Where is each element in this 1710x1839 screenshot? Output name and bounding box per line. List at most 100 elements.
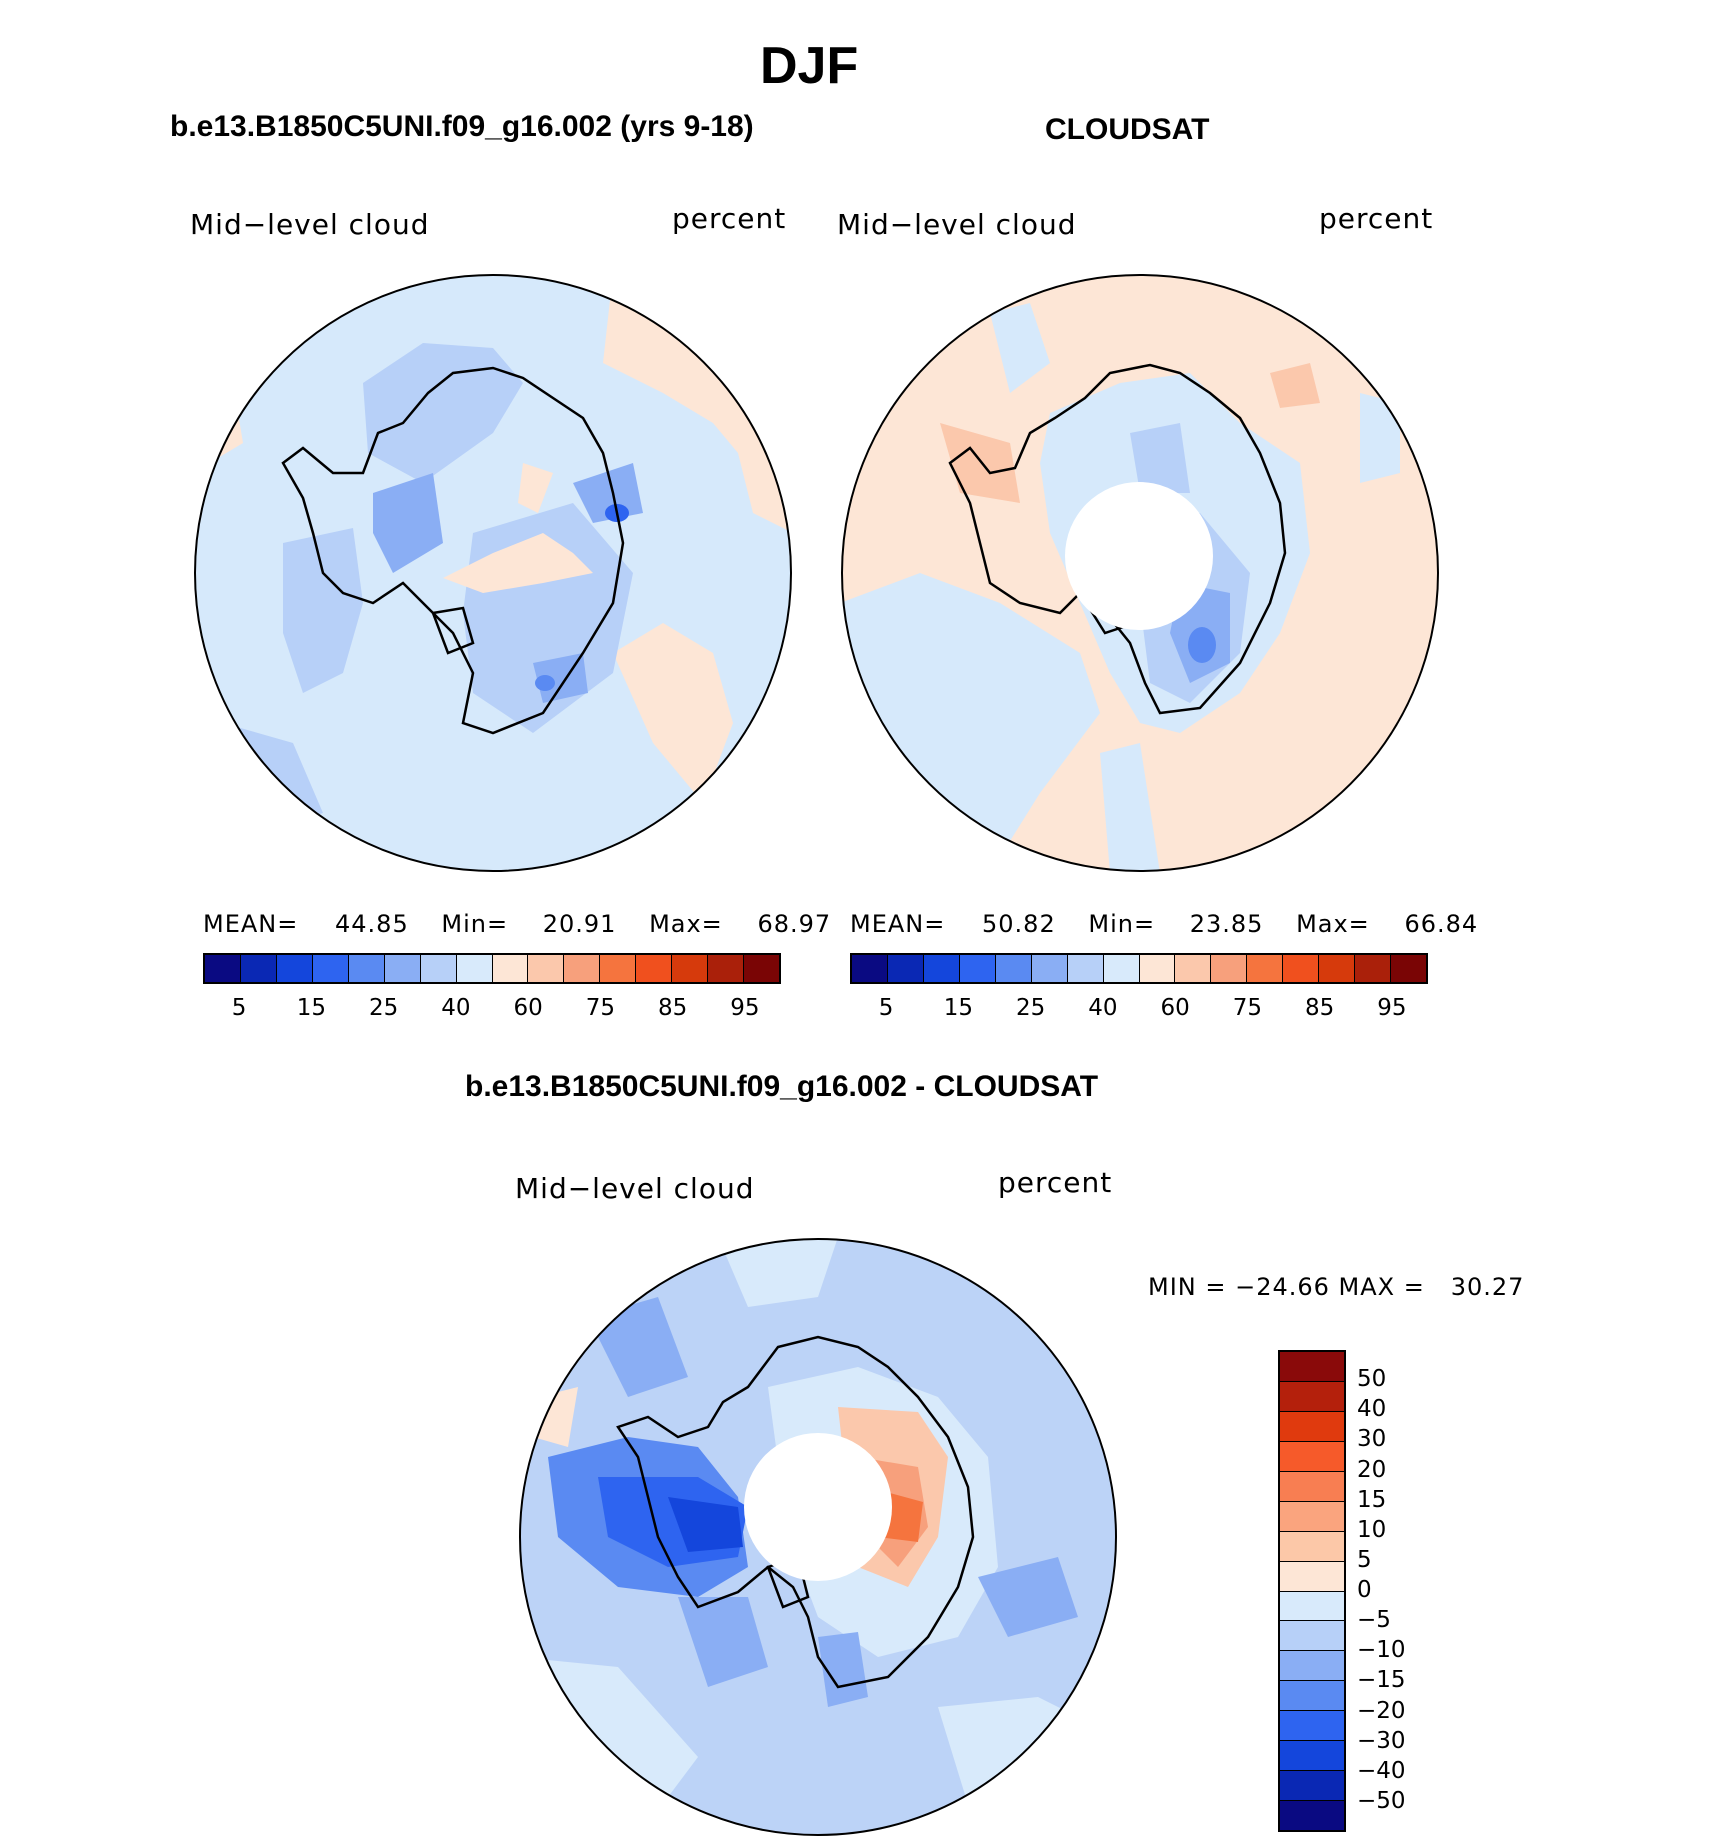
colorbar-tick-label: 40 — [441, 995, 471, 1021]
colorbar-swatch — [1280, 1380, 1344, 1411]
colorbar-tick-label: 15 — [1357, 1486, 1387, 1513]
colorbar-tick-label: −20 — [1357, 1697, 1406, 1724]
colorbar-swatch — [1280, 1352, 1344, 1381]
colorbar-tick-label: 10 — [1357, 1516, 1387, 1543]
colorbar-tick-label: 50 — [1357, 1366, 1387, 1393]
polar-data-gap — [1065, 482, 1213, 630]
contour-positive-region — [443, 533, 593, 593]
polar-data-gap — [744, 1433, 892, 1581]
contour-negative-region — [1188, 627, 1216, 663]
colorbar-tick-label: −30 — [1357, 1727, 1406, 1754]
contour-negative-region — [668, 1497, 743, 1552]
colorbar-swatch — [1280, 1470, 1344, 1501]
colorbar-tick-label: 30 — [1357, 1426, 1387, 1453]
minmax-label-diff: MIN = −24.66 MAX = 30.27 — [1148, 1273, 1525, 1301]
colorbar-swatch — [1174, 955, 1211, 982]
colorbar-tick-label: 15 — [943, 995, 974, 1021]
colorbar-swatch — [635, 955, 672, 982]
variable-label-obs: Mid−level cloud — [837, 208, 1077, 241]
colorbar-swatch — [1280, 1560, 1344, 1591]
panel-header-model: b.e13.B1850C5UNI.f09_g16.002 (yrs 9-18) — [170, 110, 754, 143]
contour-weak-region — [718, 1239, 838, 1307]
colorbar-swatch — [1280, 1680, 1344, 1711]
colorbar-swatch — [958, 955, 995, 982]
colorbar-tick-label: 40 — [1357, 1396, 1387, 1423]
colorbar-swatch — [994, 955, 1031, 982]
colorbar-tick-label: 85 — [1304, 995, 1335, 1021]
stat-max-label: Max= — [649, 910, 723, 938]
colorbar-labels-diff: 50 40 30 20 15 10 5 0 −5 −10 −15 −20 −30 −40 −50 — [1357, 1350, 1437, 1832]
panel-header-diff: b.e13.B1850C5UNI.f09_g16.002 - CLOUDSAT — [465, 1070, 1099, 1103]
variable-label-diff: Mid−level cloud — [515, 1172, 755, 1205]
contour-weak-region — [938, 1697, 1116, 1835]
colorbar-swatch — [383, 955, 420, 982]
contour-negative-region — [283, 528, 363, 693]
colorbar-tick-label: 75 — [585, 995, 616, 1021]
stats-obs: MEAN= 50.82 Min= 23.85 Max= 66.84 — [850, 910, 1478, 938]
variable-label-model: Mid−level cloud — [190, 208, 430, 241]
colorbar-swatch — [671, 955, 708, 982]
polar-map-model — [194, 274, 792, 872]
colorbar-tick-label: −50 — [1357, 1787, 1406, 1814]
colorbar-tick-label: 85 — [657, 995, 688, 1021]
stats-model: MEAN= 44.85 Min= 20.91 Max= 68.97 — [203, 910, 831, 938]
colorbar-swatch — [311, 955, 348, 982]
contour-positive-region — [1270, 363, 1320, 408]
contour-negative-region — [363, 343, 523, 483]
colorbar-tick-label: 0 — [1357, 1577, 1372, 1603]
colorbar-swatch — [743, 955, 779, 982]
contour-positive-region — [518, 463, 553, 513]
colorbar-swatch — [599, 955, 636, 982]
colorbar-swatch — [1030, 955, 1067, 982]
colorbar-swatch — [1280, 1440, 1344, 1471]
colorbar-swatch — [563, 955, 600, 982]
colorbar-swatch — [205, 955, 240, 982]
colorbar-tick-label: −10 — [1357, 1637, 1406, 1664]
colorbar-swatch — [491, 955, 528, 982]
colorbar-diff — [1278, 1350, 1346, 1832]
colorbar-swatch — [922, 955, 959, 982]
colorbar-model — [203, 953, 781, 984]
panel-header-obs: CLOUDSAT — [1045, 113, 1210, 146]
colorbar-swatch — [1280, 1800, 1344, 1830]
units-label-obs: percent — [1319, 202, 1434, 235]
colorbar-swatch — [1390, 955, 1426, 982]
contour-negative-region — [1360, 393, 1400, 483]
contour-negative-region — [818, 1632, 868, 1707]
colorbar-tick-label: 95 — [730, 995, 760, 1021]
colorbar-tick-label: 25 — [1015, 995, 1046, 1021]
stat-min-label: Min= — [441, 910, 509, 938]
colorbar-tick-label: 75 — [1232, 995, 1263, 1021]
colorbar-swatch — [1246, 955, 1283, 982]
colorbar-swatch — [1280, 1770, 1344, 1801]
colorbar-tick-label: 20 — [1357, 1456, 1387, 1483]
polar-map-diff — [519, 1238, 1117, 1836]
contour-negative-region — [678, 1597, 768, 1687]
colorbar-obs — [850, 953, 1428, 984]
stat-max-label: Max= — [1296, 910, 1370, 938]
colorbar-swatch — [1280, 1410, 1344, 1441]
colorbar-swatch — [527, 955, 564, 982]
colorbar-swatch — [886, 955, 923, 982]
stat-max-value: 68.97 — [757, 910, 832, 938]
colorbar-swatch — [1210, 955, 1247, 982]
colorbar-swatch — [1280, 1710, 1344, 1741]
colorbar-tick-label: 5 — [878, 995, 894, 1021]
colorbar-swatch — [707, 955, 744, 982]
antarctica-coastline — [948, 363, 1287, 715]
colorbar-swatch — [1066, 955, 1103, 982]
colorbar-swatch — [455, 955, 492, 982]
colorbar-swatch — [239, 955, 276, 982]
stat-mean-label: MEAN= — [203, 910, 299, 938]
units-label-model: percent — [672, 202, 787, 235]
colorbar-swatch — [275, 955, 312, 982]
contour-negative-region — [1100, 743, 1160, 871]
map-boundary — [519, 1238, 1117, 1836]
colorbar-tick-label: 25 — [368, 995, 399, 1021]
colorbar-swatch — [1280, 1530, 1344, 1561]
map-boundary — [841, 274, 1439, 872]
figure-title: DJF — [760, 37, 859, 95]
contour-negative-region — [535, 675, 555, 691]
colorbar-tick-label: 15 — [296, 995, 327, 1021]
stat-min-label: Min= — [1088, 910, 1156, 938]
